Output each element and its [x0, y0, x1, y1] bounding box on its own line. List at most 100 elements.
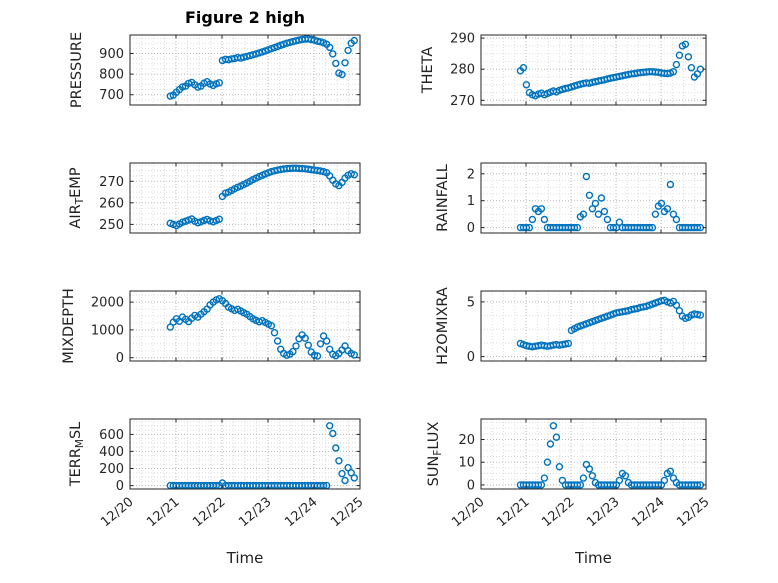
svg-text:5: 5: [467, 295, 475, 310]
tick-marks: [129, 419, 361, 489]
svg-text:0: 0: [467, 221, 475, 236]
figure-title: Figure 2 high: [185, 8, 305, 27]
ylabel-mixdepth: MIXDEPTH: [61, 288, 77, 364]
h2omixra-plot: 05: [467, 290, 707, 365]
svg-text:0: 0: [467, 478, 475, 493]
data-markers: [166, 164, 359, 230]
data-markers: [516, 172, 705, 232]
svg-text:10: 10: [458, 456, 475, 471]
y-tick-labels: 05: [467, 295, 475, 365]
svg-text:12/23: 12/23: [236, 495, 274, 531]
x-axis-label-left: Time: [226, 549, 264, 567]
tick-marks: [129, 291, 361, 361]
svg-text:600: 600: [99, 428, 124, 443]
ylabel-air-temp: AIRTEMP: [67, 167, 86, 229]
svg-text:1000: 1000: [91, 323, 124, 338]
data-markers: [516, 40, 705, 100]
subplot-air-temp: AIRTEMP 250 260 270: [68, 162, 361, 234]
svg-text:12/24: 12/24: [629, 495, 667, 531]
svg-text:800: 800: [99, 68, 124, 83]
air-temp-plot: 250 260 270: [99, 162, 361, 234]
subplot-terr-msl: TERRMSL 0 200 400 600 12/20 12/21 12/22 12/23 12…: [68, 418, 367, 530]
tick-marks: [480, 419, 707, 489]
y-tick-labels: 250 260 270: [99, 175, 124, 233]
mixdepth-plot: 0 1000 2000: [91, 290, 361, 366]
axis-box: [129, 162, 361, 234]
axis-box: [480, 418, 707, 490]
axis-box: [129, 290, 361, 362]
sun-flux-plot: 0 10 20 12/20 12/21 12/22 12/23 12/24 12/25: [449, 418, 713, 530]
svg-text:12/22: 12/22: [539, 495, 577, 531]
svg-text:12/23: 12/23: [584, 495, 622, 531]
ylabel-pressure: PRESSURE: [68, 31, 85, 109]
ylabel-rainfall: RAINFALL: [434, 164, 451, 232]
y-tick-labels: 0 1000 2000: [91, 296, 124, 367]
svg-text:12/21: 12/21: [144, 495, 182, 531]
svg-text:260: 260: [99, 196, 124, 211]
svg-text:700: 700: [99, 88, 124, 103]
tick-marks: [480, 163, 707, 233]
svg-text:12/24: 12/24: [282, 495, 320, 531]
y-tick-labels: 0 1 2: [467, 167, 475, 236]
y-tick-labels: 700 800 900: [99, 47, 124, 103]
svg-text:12/21: 12/21: [494, 495, 532, 531]
tick-marks: [480, 291, 707, 361]
svg-text:900: 900: [99, 47, 124, 62]
svg-text:280: 280: [450, 63, 475, 78]
svg-text:12/20: 12/20: [449, 495, 487, 531]
svg-text:12/22: 12/22: [190, 495, 228, 531]
major-grid: [480, 163, 707, 233]
tick-marks: [129, 163, 361, 233]
pressure-plot: 700 800 900: [99, 34, 361, 106]
svg-text:12/25: 12/25: [328, 495, 366, 531]
svg-text:0: 0: [116, 479, 124, 494]
major-grid: [129, 419, 361, 489]
y-tick-labels: 0 200 400 600: [99, 428, 124, 494]
axis-box: [129, 34, 361, 106]
svg-text:0: 0: [116, 351, 124, 366]
y-tick-labels: 0 10 20: [458, 433, 475, 493]
ylabel-h2omixra: H2OMIXRA: [434, 287, 451, 365]
svg-text:12/20: 12/20: [98, 495, 136, 531]
axis-box: [480, 162, 707, 234]
ylabel-terr-msl: TERRMSL: [67, 421, 86, 487]
svg-text:270: 270: [99, 175, 124, 190]
subplot-sun-flux: SUNFLUX 0 10 20 12/20 12/21 12/22 12/23 12/24 12…: [426, 418, 713, 530]
data-markers: [516, 296, 705, 351]
axis-box: [480, 34, 707, 106]
tick-marks: [480, 35, 707, 105]
svg-text:200: 200: [99, 462, 124, 477]
ylabel-sun-flux: SUNFLUX: [426, 421, 444, 487]
svg-text:12/25: 12/25: [674, 495, 712, 531]
rainfall-plot: 0 1 2: [467, 162, 707, 236]
data-markers: [516, 422, 705, 489]
tick-marks: [129, 35, 361, 105]
subplot-pressure: PRESSURE 700 800 900: [69, 32, 361, 108]
svg-text:20: 20: [458, 433, 475, 448]
subplot-theta: THETA 270 280 290: [420, 32, 707, 109]
svg-text:0: 0: [467, 350, 475, 365]
theta-plot: 270 280 290: [450, 32, 707, 109]
data-markers: [166, 35, 359, 100]
y-tick-labels: 270 280 290: [450, 32, 475, 109]
x-tick-labels: 12/20 12/21 12/22 12/23 12/24 12/25: [98, 495, 366, 531]
svg-text:2: 2: [467, 167, 475, 182]
axis-box: [129, 418, 361, 490]
svg-text:2000: 2000: [91, 296, 124, 311]
axis-box: [480, 290, 707, 362]
svg-text:400: 400: [99, 445, 124, 460]
minor-grid: [130, 419, 360, 489]
minor-grid: [130, 291, 360, 361]
svg-text:270: 270: [450, 94, 475, 109]
terr-msl-plot: 0 200 400 600 12/20 12/21 12/22 12/23 12/24 12/25: [98, 418, 367, 530]
subplot-mixdepth: MIXDEPTH 0 1000 2000: [61, 288, 361, 366]
x-tick-labels: 12/20 12/21 12/22 12/23 12/24 12/25: [449, 495, 712, 531]
data-markers: [166, 295, 359, 360]
svg-text:290: 290: [450, 32, 475, 47]
subplot-rainfall: RAINFALL 0 1 2: [435, 162, 707, 236]
svg-text:1: 1: [467, 194, 475, 209]
x-axis-label-right: Time: [575, 549, 612, 567]
svg-text:250: 250: [99, 218, 124, 233]
